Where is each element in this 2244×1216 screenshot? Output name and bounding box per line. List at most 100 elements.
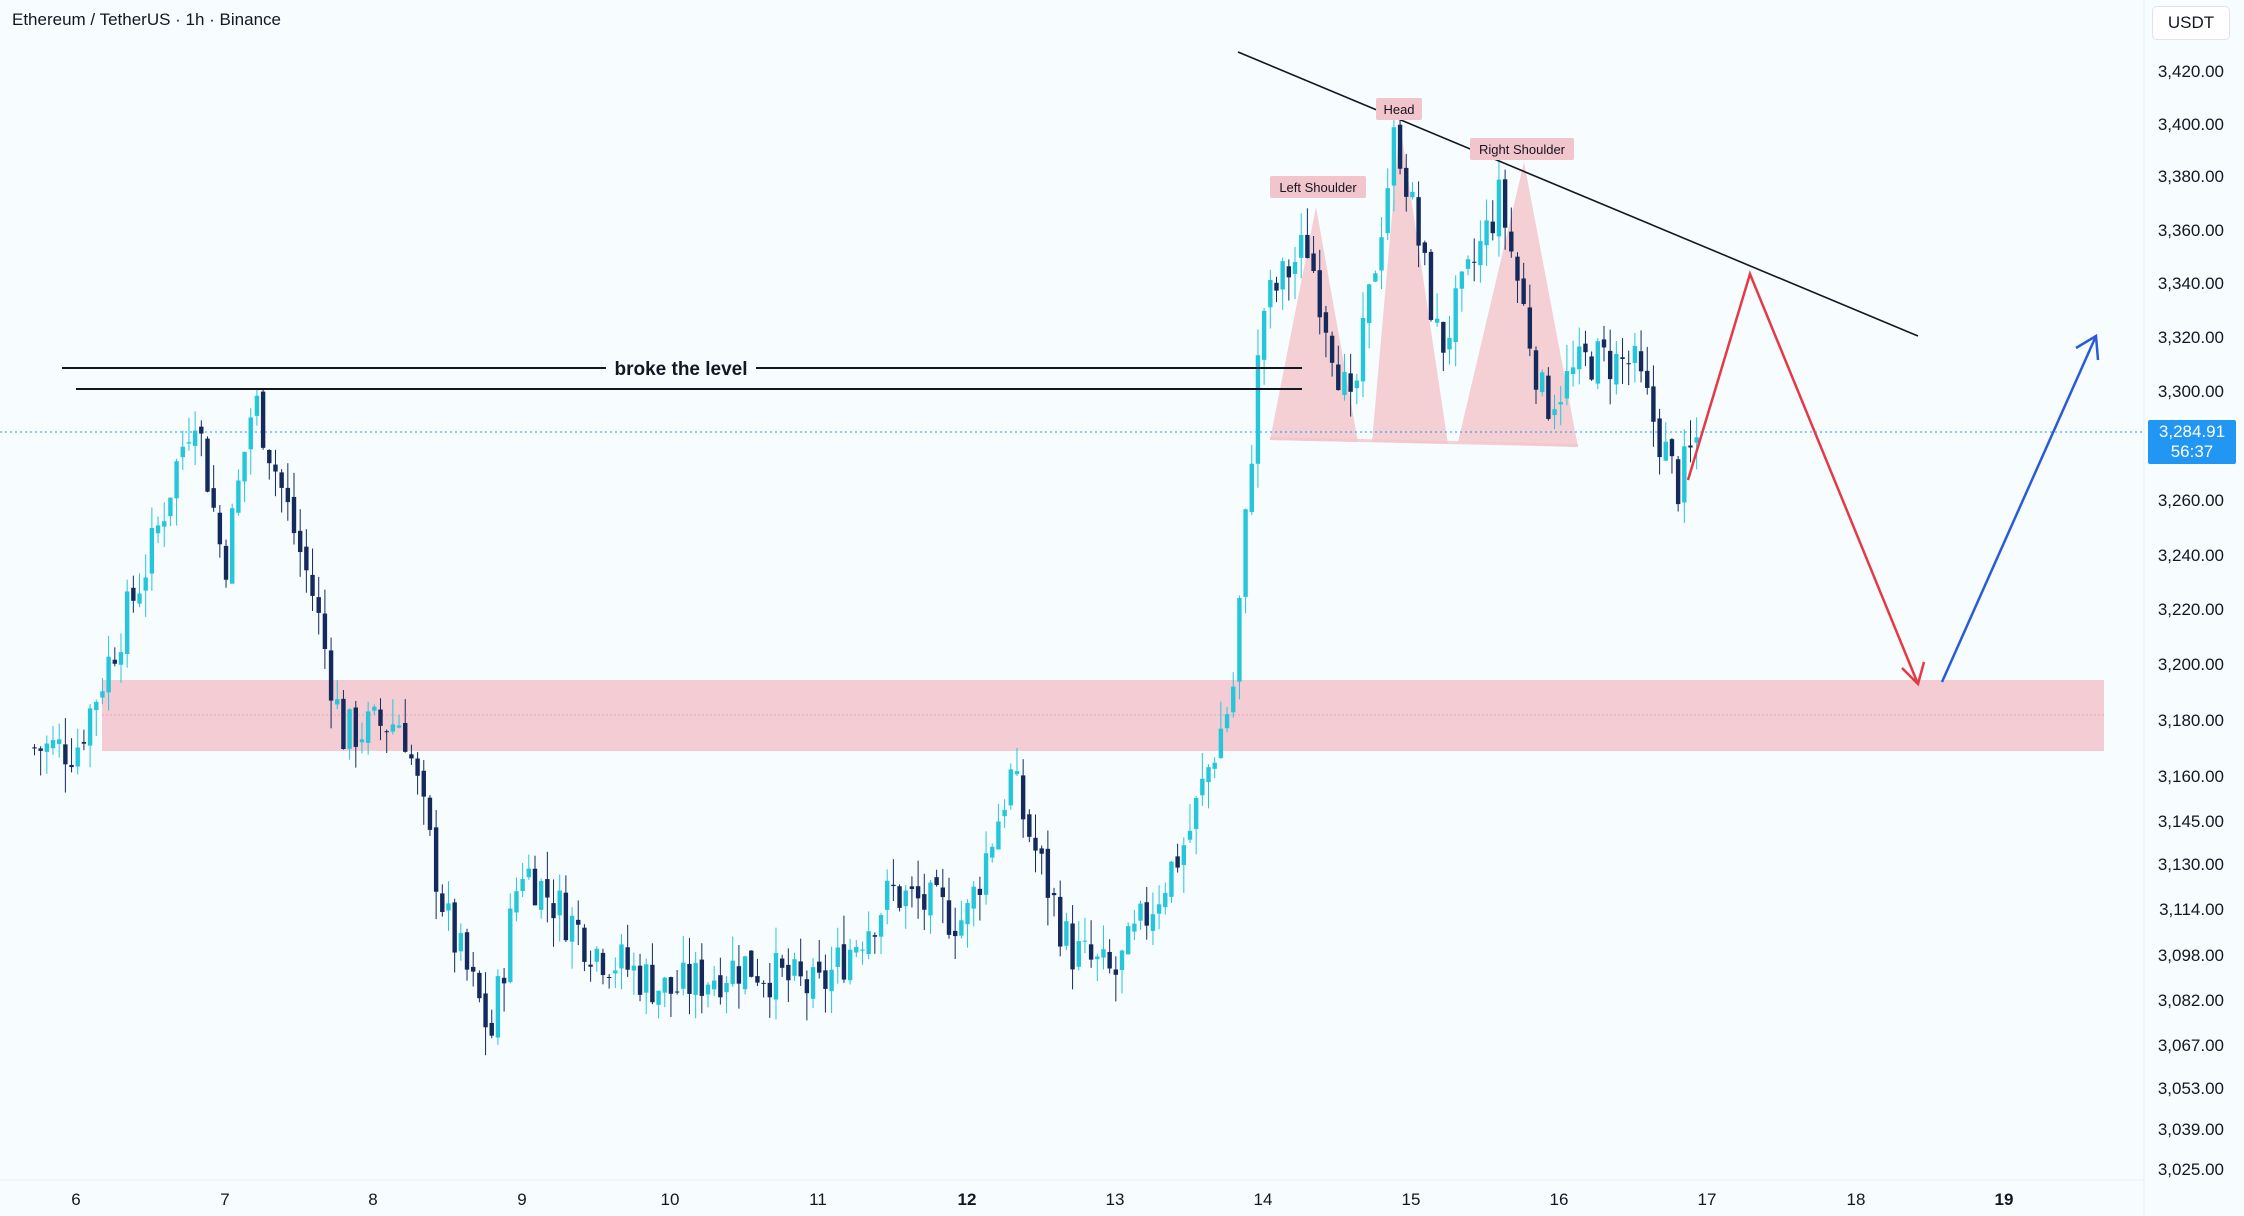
price-tick-label: 3,039.00 [2158, 1120, 2224, 1139]
price-tick-label: 3,053.00 [2158, 1079, 2224, 1098]
symbol-title: Ethereum / TetherUS · 1h · Binance [12, 10, 281, 29]
candle-bearish [205, 438, 210, 492]
candle-bullish [557, 890, 562, 916]
candles [32, 102, 1699, 1056]
candle-bearish [1051, 893, 1057, 896]
candle-bullish [87, 708, 93, 746]
candle-bearish [779, 958, 785, 968]
candle-bearish [1039, 848, 1044, 854]
candle-bullish [236, 480, 241, 513]
candle-bullish [965, 902, 970, 925]
candle-bullish [1354, 380, 1360, 389]
candle-bearish [532, 868, 538, 906]
price-tick-label: 3,340.00 [2158, 274, 2224, 293]
current-price-tag: 3,284.91 56:37 [2148, 420, 2236, 464]
candle-bearish [501, 977, 507, 984]
candle-bearish [378, 709, 383, 726]
head-shoulders-pattern[interactable] [1270, 124, 1578, 447]
candle-bullish [829, 969, 834, 992]
candle-bullish [520, 878, 525, 891]
candle-bullish [644, 964, 649, 993]
candle-bearish [891, 884, 896, 887]
price-tick-label: 3,240.00 [2158, 546, 2224, 565]
candle-bearish [199, 426, 204, 434]
candle-bullish [458, 933, 464, 952]
bearish-projection-arrow[interactable] [1686, 270, 1926, 687]
candle-bearish [384, 731, 389, 733]
candle-bullish [847, 949, 853, 981]
bullish-projection-arrow[interactable] [1940, 333, 2100, 683]
candle-bullish [1255, 355, 1261, 464]
candle-bullish [1163, 892, 1168, 908]
candle-bullish [903, 890, 908, 907]
candle-bearish [433, 827, 439, 892]
candle-bullish [681, 962, 686, 989]
time-tick-label: 9 [517, 1190, 526, 1209]
candle-bearish [606, 976, 612, 978]
candle-bearish [1286, 266, 1292, 278]
price-axis[interactable]: 3,420.00 3,400.00 3,380.00 3,360.00 3,340.00… [2158, 62, 2224, 1179]
candle-bullish [613, 970, 618, 974]
candle-bearish [1045, 848, 1051, 898]
price-tick-label: 3,114.00 [2159, 900, 2224, 919]
candle-bearish [1509, 231, 1514, 252]
candle-bullish [1181, 845, 1187, 866]
candle-bullish [1237, 597, 1242, 682]
candle-bearish [749, 950, 754, 977]
candle-bearish [217, 512, 223, 545]
time-tick-label: 7 [220, 1190, 229, 1209]
candle-bullish [1193, 797, 1199, 829]
candle-bearish [1546, 375, 1551, 419]
candle-bearish [1348, 373, 1353, 392]
candle-bullish [1218, 728, 1224, 759]
candle-bearish [551, 903, 556, 919]
currency-selector[interactable]: USDT [2152, 6, 2230, 40]
candle-bullish [1366, 284, 1372, 324]
candle-bearish [112, 659, 118, 664]
candle-bearish [915, 886, 921, 899]
time-tick-label: 13 [1106, 1190, 1125, 1209]
candle-bearish [316, 597, 321, 613]
candle-bearish [131, 587, 136, 601]
candle-bullish [50, 740, 56, 749]
price-tick-label: 3,260.00 [2158, 491, 2224, 510]
candle-bullish [662, 977, 667, 993]
candle-bearish [1416, 197, 1421, 246]
candle-bullish [990, 846, 995, 858]
candle-bullish [75, 747, 80, 767]
candle-bullish [971, 886, 976, 909]
time-tick-label: 19 [1995, 1190, 2014, 1209]
candle-bearish [297, 530, 303, 553]
candle-bullish [693, 962, 698, 995]
time-axis[interactable]: 6 7 8 9 10 11 12 13 14 15 16 17 18 19 [71, 1190, 2013, 1209]
candle-bullish [526, 868, 532, 878]
candle-bearish [1144, 902, 1149, 926]
candle-bearish [273, 464, 278, 472]
candle-bearish [699, 959, 705, 996]
candle-bearish [1472, 261, 1477, 263]
candle-bearish [328, 650, 334, 701]
candle-bullish [174, 461, 179, 499]
candle-bullish [792, 959, 797, 976]
candle-bullish [1595, 341, 1601, 384]
candle-bullish [854, 946, 859, 953]
candle-bearish [1669, 439, 1675, 457]
candle-bearish [952, 930, 958, 937]
candle-bearish [767, 982, 772, 998]
candle-bullish [56, 739, 62, 744]
price-tick-label: 3,300.00 [2158, 382, 2224, 401]
price-tick-label: 3,180.00 [2158, 711, 2224, 730]
candle-bullish [94, 701, 99, 711]
time-tick-label: 12 [958, 1190, 977, 1209]
candle-bullish [705, 984, 711, 995]
candle-bullish [1119, 950, 1125, 970]
candle-bearish [786, 964, 791, 981]
candle-bearish [470, 966, 476, 972]
candle-bearish [1638, 351, 1644, 372]
candle-bullish [1138, 903, 1143, 921]
candle-bearish [223, 545, 229, 580]
candle-bearish [545, 879, 550, 898]
descending-trendline[interactable] [1237, 51, 1919, 337]
candle-bullish [724, 982, 729, 993]
